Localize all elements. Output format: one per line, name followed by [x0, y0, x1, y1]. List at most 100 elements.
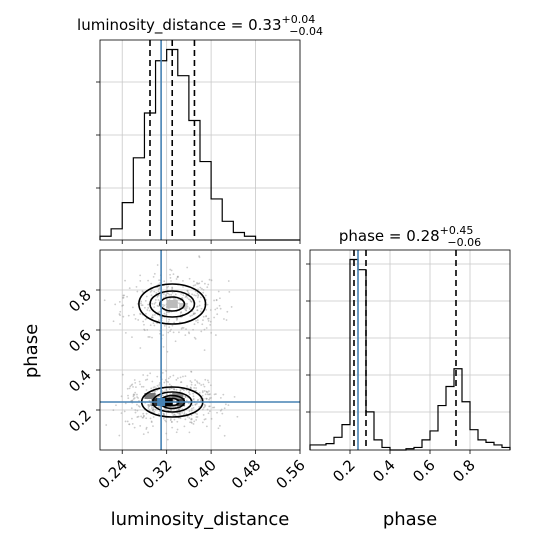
sample-point — [203, 403, 206, 406]
sample-point — [148, 309, 151, 312]
sample-point — [170, 328, 172, 331]
sample-point — [194, 284, 197, 286]
sample-point — [188, 410, 191, 412]
sample-point — [137, 319, 140, 321]
sample-point — [202, 315, 205, 318]
sample-point — [136, 409, 139, 412]
sample-point — [226, 310, 229, 313]
sample-point — [189, 421, 191, 424]
sample-point — [123, 294, 126, 297]
sample-point — [120, 395, 123, 398]
sample-point — [236, 415, 239, 418]
sample-point — [127, 314, 130, 317]
title-plus: +0.04 — [282, 13, 316, 26]
sample-point — [172, 374, 175, 377]
sample-point — [168, 298, 171, 300]
sample-point — [219, 297, 221, 300]
sample-point — [203, 349, 206, 352]
sample-point — [136, 416, 139, 418]
sample-point — [206, 303, 209, 306]
sample-point — [170, 293, 173, 296]
sample-point — [158, 383, 161, 386]
sample-point — [223, 318, 225, 320]
sample-point — [165, 388, 168, 391]
sample-point — [134, 381, 137, 384]
sample-point — [194, 384, 197, 386]
sample-point — [145, 426, 148, 429]
sample-point — [127, 397, 130, 400]
sample-point — [126, 420, 129, 423]
sample-point — [205, 397, 208, 400]
sample-point — [161, 371, 164, 374]
sample-point — [128, 423, 131, 426]
sample-point — [207, 283, 210, 286]
sample-point — [198, 282, 201, 285]
sample-point — [209, 384, 212, 387]
sample-point — [145, 389, 148, 391]
sample-point — [124, 420, 127, 423]
sample-point — [139, 383, 141, 386]
sample-point — [129, 385, 132, 388]
sample-point — [188, 308, 191, 311]
sample-point — [198, 304, 201, 307]
sample-point — [193, 336, 196, 339]
sample-point — [170, 409, 172, 412]
sample-point — [154, 408, 157, 411]
joint-density-panel: 0.24 0.32 0.40 0.48 0.56 0.2 0.4 0.6 0.8 — [65, 249, 309, 492]
sample-point — [163, 325, 166, 327]
sample-point — [216, 307, 219, 310]
sample-point — [154, 301, 157, 304]
sample-point — [186, 415, 189, 418]
sample-point — [147, 303, 149, 306]
sample-point — [124, 279, 126, 282]
sample-point — [158, 310, 161, 313]
sample-point — [198, 382, 201, 385]
sample-point — [210, 331, 213, 334]
sample-point — [156, 375, 159, 378]
sample-point — [170, 280, 172, 282]
sample-point — [195, 294, 197, 297]
sample-point — [136, 290, 139, 293]
sample-point — [166, 286, 169, 289]
sample-point — [196, 292, 199, 295]
sample-point — [169, 273, 171, 276]
sample-point — [202, 291, 205, 294]
sample-point — [152, 386, 155, 389]
sample-point — [175, 318, 178, 321]
sample-point — [205, 308, 208, 311]
sample-point — [144, 300, 147, 302]
sample-point — [134, 411, 137, 414]
sample-point — [132, 394, 135, 397]
contour-line — [149, 290, 196, 318]
sample-point — [136, 403, 138, 406]
sample-point — [133, 379, 136, 381]
y-tick-label: 0.4 — [65, 366, 95, 396]
sample-point — [166, 438, 169, 441]
sample-point — [134, 391, 137, 394]
sample-point — [185, 399, 188, 402]
histogram-step — [99, 48, 300, 241]
sample-point — [174, 293, 177, 296]
sample-point — [168, 293, 171, 296]
panel-frame — [99, 39, 301, 241]
sample-point — [165, 380, 168, 383]
sample-point — [171, 286, 174, 289]
histogram-step — [309, 258, 511, 451]
sample-point — [184, 296, 187, 299]
sample-point — [149, 417, 152, 420]
sample-point — [192, 395, 195, 398]
sample-point — [172, 273, 175, 275]
sample-point — [142, 320, 145, 323]
sample-point — [218, 304, 221, 307]
sample-point — [216, 411, 218, 414]
sample-point — [207, 317, 210, 320]
sample-point — [146, 378, 149, 381]
sample-point — [155, 292, 158, 294]
sample-point — [119, 310, 122, 313]
sample-point — [157, 406, 160, 409]
sample-point — [191, 314, 193, 317]
sample-point — [126, 387, 129, 390]
sample-point — [201, 408, 204, 411]
sample-point — [133, 397, 136, 399]
sample-point — [150, 420, 153, 423]
